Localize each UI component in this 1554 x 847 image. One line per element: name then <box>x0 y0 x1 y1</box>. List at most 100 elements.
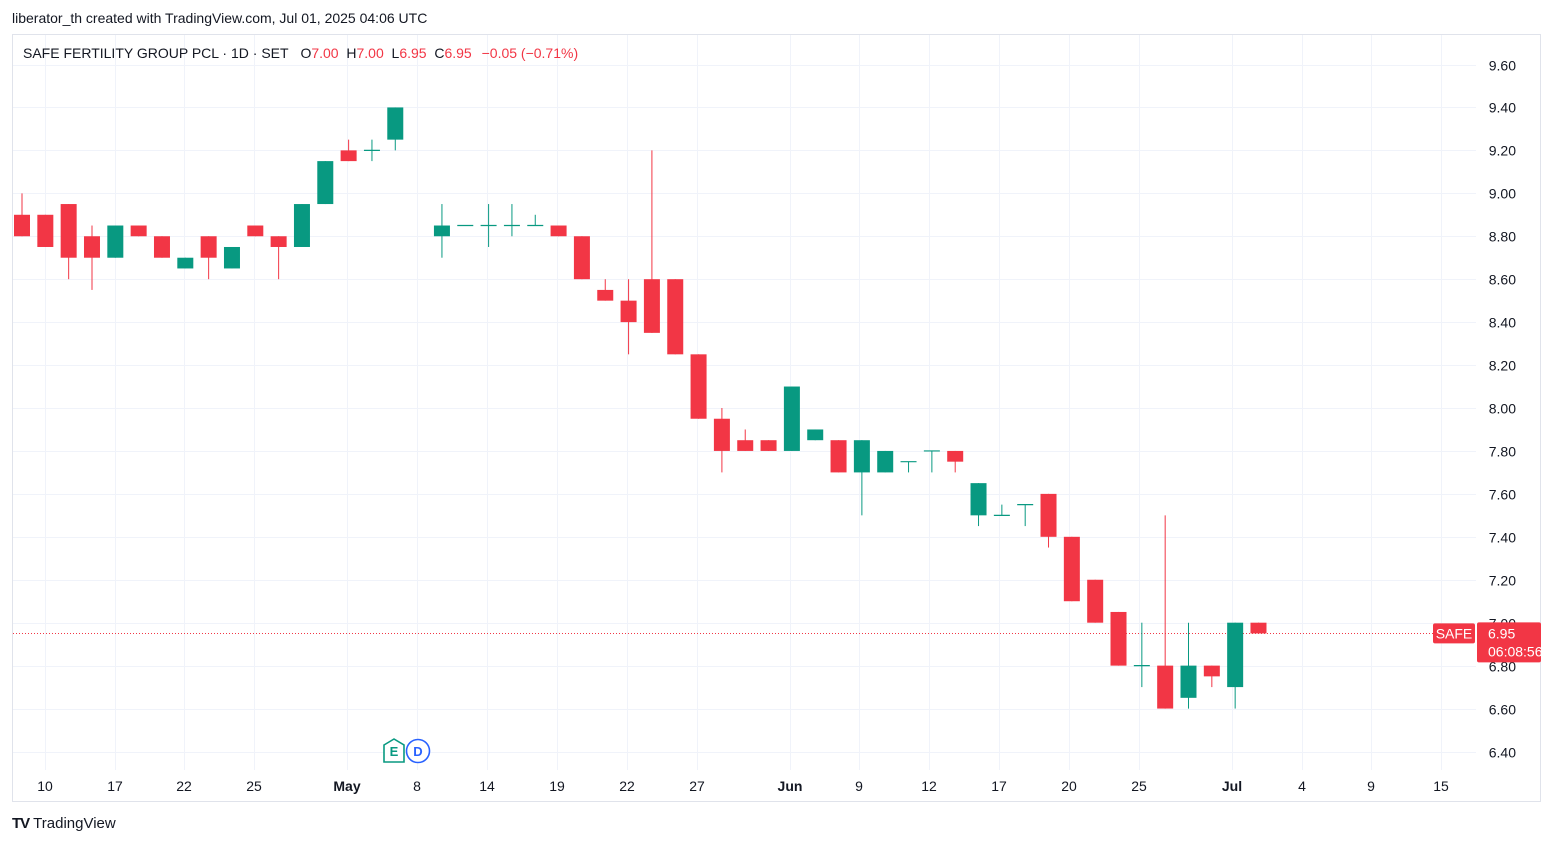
candle <box>1157 515 1174 709</box>
candle <box>573 236 590 280</box>
time-tick-label: 20 <box>1061 778 1077 794</box>
candle <box>667 279 684 355</box>
legend-open-value: 7.00 <box>311 45 339 61</box>
price-tick-label: 6.80 <box>1489 659 1516 675</box>
candle-body <box>200 236 217 258</box>
price-tick-label: 8.60 <box>1489 272 1516 288</box>
time-tick-label: 25 <box>246 778 262 794</box>
candle-body <box>223 246 240 269</box>
candle-body <box>667 279 684 355</box>
legend-high-label: H <box>346 45 357 61</box>
candle-body <box>37 214 54 247</box>
candle-body <box>947 450 964 462</box>
candle <box>923 450 940 473</box>
footer-branding[interactable]: TV TradingView <box>12 815 116 832</box>
candle <box>1087 579 1104 623</box>
symbol-tag <box>1433 623 1475 644</box>
time-tick-label: May <box>333 778 360 794</box>
price-tick-label: 6.40 <box>1489 745 1516 761</box>
price-tick-label: 6.60 <box>1489 702 1516 718</box>
candle <box>1227 622 1244 709</box>
candle-body <box>807 429 824 441</box>
candle-body <box>620 300 637 323</box>
candle <box>177 257 194 269</box>
candle-body <box>877 450 894 473</box>
candle <box>223 246 240 269</box>
time-tick-label: 17 <box>107 778 123 794</box>
earnings-marker-icon <box>383 738 405 763</box>
candle-body <box>1227 622 1244 688</box>
candle-body <box>14 214 30 237</box>
legend-close-label: C <box>434 45 445 61</box>
candle <box>993 504 1010 516</box>
candle <box>830 440 847 473</box>
price-tag-value: 6.95 <box>1488 625 1515 641</box>
candle-body <box>270 236 287 247</box>
legend-low-value: 6.95 <box>399 45 427 61</box>
candle <box>60 204 77 280</box>
candle <box>1180 622 1197 709</box>
candle-body <box>177 257 194 269</box>
time-tick-label: 27 <box>689 778 705 794</box>
candle <box>14 193 30 237</box>
candle-body <box>247 225 264 237</box>
candle-body <box>713 418 730 451</box>
candle-body <box>1110 611 1127 666</box>
price-tags: SAFE 6.95 06:08:56 <box>1433 622 1543 663</box>
candle <box>317 161 334 205</box>
candle-body <box>783 386 800 451</box>
price-tick-label: 7.40 <box>1489 530 1516 546</box>
price-tick-label: 7.60 <box>1489 487 1516 503</box>
price-tick-label: 9.60 <box>1489 58 1516 74</box>
candle <box>713 408 730 473</box>
candle-body <box>317 161 334 205</box>
candle-body <box>293 204 310 247</box>
candle-body <box>853 440 870 473</box>
candle <box>1133 622 1150 688</box>
time-tick-label: 9 <box>855 778 863 794</box>
candle-body <box>433 225 450 237</box>
candle <box>153 236 170 258</box>
time-tick-label: 25 <box>1131 778 1147 794</box>
candle <box>807 429 824 441</box>
candle <box>293 204 310 247</box>
candle <box>643 150 660 333</box>
candle <box>340 139 357 162</box>
candle <box>877 450 894 473</box>
series-legend: SAFE FERTILITY GROUP PCL · 1D · SET O7.0… <box>23 45 578 61</box>
candle-body <box>597 289 614 301</box>
candle-body <box>1040 493 1057 537</box>
candle-body <box>970 483 987 516</box>
time-tick-label: 9 <box>1367 778 1375 794</box>
chart-frame[interactable] <box>12 34 1541 802</box>
candle <box>900 461 917 473</box>
price-tick-label: 8.80 <box>1489 229 1516 245</box>
candle <box>1203 665 1220 688</box>
candle-body <box>153 236 170 258</box>
legend-change: −0.05 (−0.71%) <box>481 45 579 61</box>
time-tick-label: 10 <box>37 778 53 794</box>
time-tick-label: 15 <box>1433 778 1449 794</box>
event-marker-label: E <box>390 744 399 759</box>
dividend-marker-icon <box>405 738 431 764</box>
candle-body <box>573 236 590 280</box>
candle-body <box>1203 665 1220 677</box>
candles <box>14 107 1267 709</box>
candle <box>247 225 264 237</box>
candle-body <box>130 225 147 237</box>
time-tick-label: 14 <box>479 778 495 794</box>
price-tick-label: 7.80 <box>1489 444 1516 460</box>
candle <box>737 429 754 451</box>
candle-body <box>83 236 100 258</box>
candle <box>1110 611 1127 666</box>
candle-body <box>387 107 404 140</box>
candle <box>853 440 870 516</box>
candle <box>1063 536 1080 602</box>
event-marker-label: D <box>413 744 422 759</box>
time-tick-label: Jul <box>1222 778 1242 794</box>
candle <box>270 236 287 280</box>
candle-body <box>60 204 77 258</box>
candle-body <box>643 279 660 333</box>
